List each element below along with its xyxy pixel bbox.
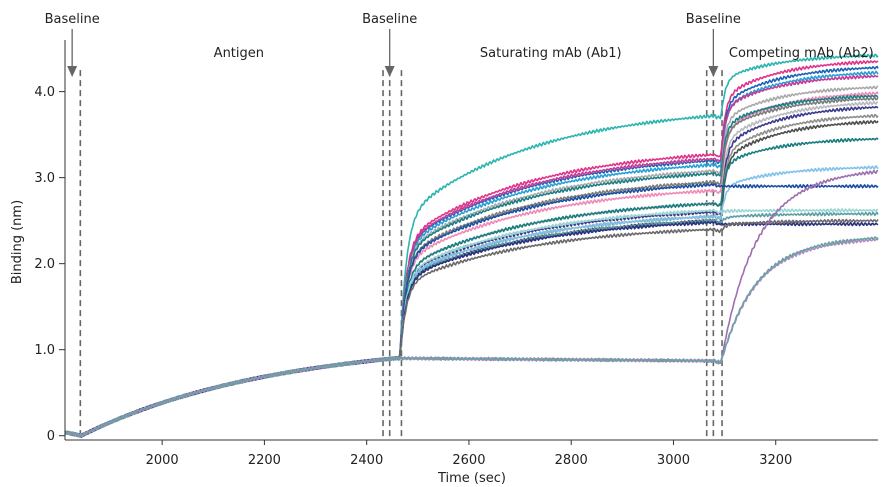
x-tick-label: 2600 — [452, 453, 485, 468]
x-tick-label: 2000 — [146, 453, 179, 468]
phase-boundaries — [79, 70, 723, 440]
series-line — [64, 236, 879, 438]
series-line — [64, 113, 879, 437]
baseline-arrow-head — [67, 66, 78, 77]
baseline-label: Baseline — [362, 12, 417, 27]
phase-label: Competing mAb (Ab2) — [729, 46, 874, 61]
baseline-arrow-head — [708, 66, 719, 77]
x-axis-title: Time (sec) — [437, 471, 506, 486]
y-tick-label: 2.0 — [34, 257, 55, 272]
y-axis-title: Binding (nm) — [10, 200, 25, 284]
series-line — [64, 105, 879, 438]
series-line — [64, 94, 879, 438]
y-tick-label: 0 — [47, 429, 55, 444]
series-line — [64, 120, 879, 438]
x-tick-label: 3200 — [759, 453, 792, 468]
series-line — [64, 74, 879, 438]
x-tick-label: 2800 — [555, 453, 588, 468]
labels: Antigen Saturating mAb (Ab1) Competing mAb… — [45, 12, 874, 77]
series-line — [64, 137, 879, 438]
series-line — [64, 238, 879, 438]
x-tick-label: 3000 — [657, 453, 690, 468]
baseline-label: Baseline — [686, 12, 741, 27]
series-line — [64, 91, 879, 437]
x-tick-label: 2400 — [350, 453, 383, 468]
series-line — [64, 220, 879, 438]
x-tick-label: 2200 — [248, 453, 281, 468]
series-line — [64, 85, 879, 437]
series-group — [64, 53, 879, 438]
y-tick-label: 3.0 — [34, 171, 55, 186]
series-line — [64, 96, 879, 437]
phase-label: Saturating mAb (Ab1) — [480, 46, 622, 61]
baseline-arrow-head — [384, 66, 395, 77]
y-tick-label: 1.0 — [34, 343, 55, 358]
phase-label: Antigen — [214, 46, 264, 61]
baseline-label: Baseline — [45, 12, 100, 27]
axes: 2000 2200 2400 2600 2800 3000 3200 0 1.0 2.0 3.0 4.… — [34, 40, 878, 468]
y-tick-label: 4.0 — [34, 85, 55, 100]
